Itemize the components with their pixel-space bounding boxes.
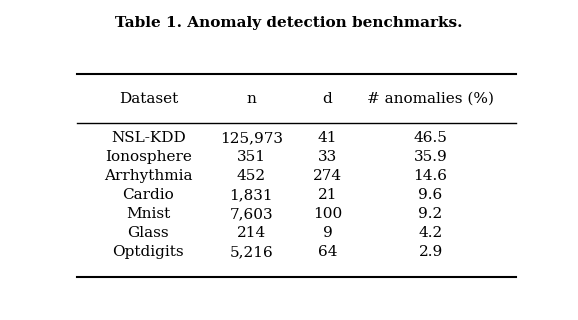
Text: Glass: Glass <box>128 226 169 240</box>
Text: Cardio: Cardio <box>123 188 175 202</box>
Text: 100: 100 <box>313 207 342 221</box>
Text: 1,831: 1,831 <box>229 188 273 202</box>
Text: 46.5: 46.5 <box>414 131 447 145</box>
Text: 214: 214 <box>237 226 266 240</box>
Text: Table 1. Anomaly detection benchmarks.: Table 1. Anomaly detection benchmarks. <box>115 16 463 30</box>
Text: Optdigits: Optdigits <box>113 245 184 259</box>
Text: n: n <box>246 92 257 106</box>
Text: 35.9: 35.9 <box>414 150 447 164</box>
Text: 21: 21 <box>318 188 338 202</box>
Text: 9.2: 9.2 <box>418 207 443 221</box>
Text: 41: 41 <box>318 131 338 145</box>
Text: 9: 9 <box>323 226 332 240</box>
Text: 452: 452 <box>237 169 266 183</box>
Text: 7,603: 7,603 <box>229 207 273 221</box>
Text: 4.2: 4.2 <box>418 226 443 240</box>
Text: Dataset: Dataset <box>118 92 178 106</box>
Text: Arrhythmia: Arrhythmia <box>104 169 192 183</box>
Text: Ionosphere: Ionosphere <box>105 150 192 164</box>
Text: 64: 64 <box>318 245 338 259</box>
Text: NSL-KDD: NSL-KDD <box>111 131 186 145</box>
Text: 14.6: 14.6 <box>414 169 447 183</box>
Text: d: d <box>323 92 332 106</box>
Text: 351: 351 <box>237 150 266 164</box>
Text: Mnist: Mnist <box>126 207 171 221</box>
Text: # anomalies (%): # anomalies (%) <box>367 92 494 106</box>
Text: 2.9: 2.9 <box>418 245 443 259</box>
Text: 274: 274 <box>313 169 342 183</box>
Text: 5,216: 5,216 <box>229 245 273 259</box>
Text: 9.6: 9.6 <box>418 188 443 202</box>
Text: 125,973: 125,973 <box>220 131 283 145</box>
Text: 33: 33 <box>318 150 337 164</box>
